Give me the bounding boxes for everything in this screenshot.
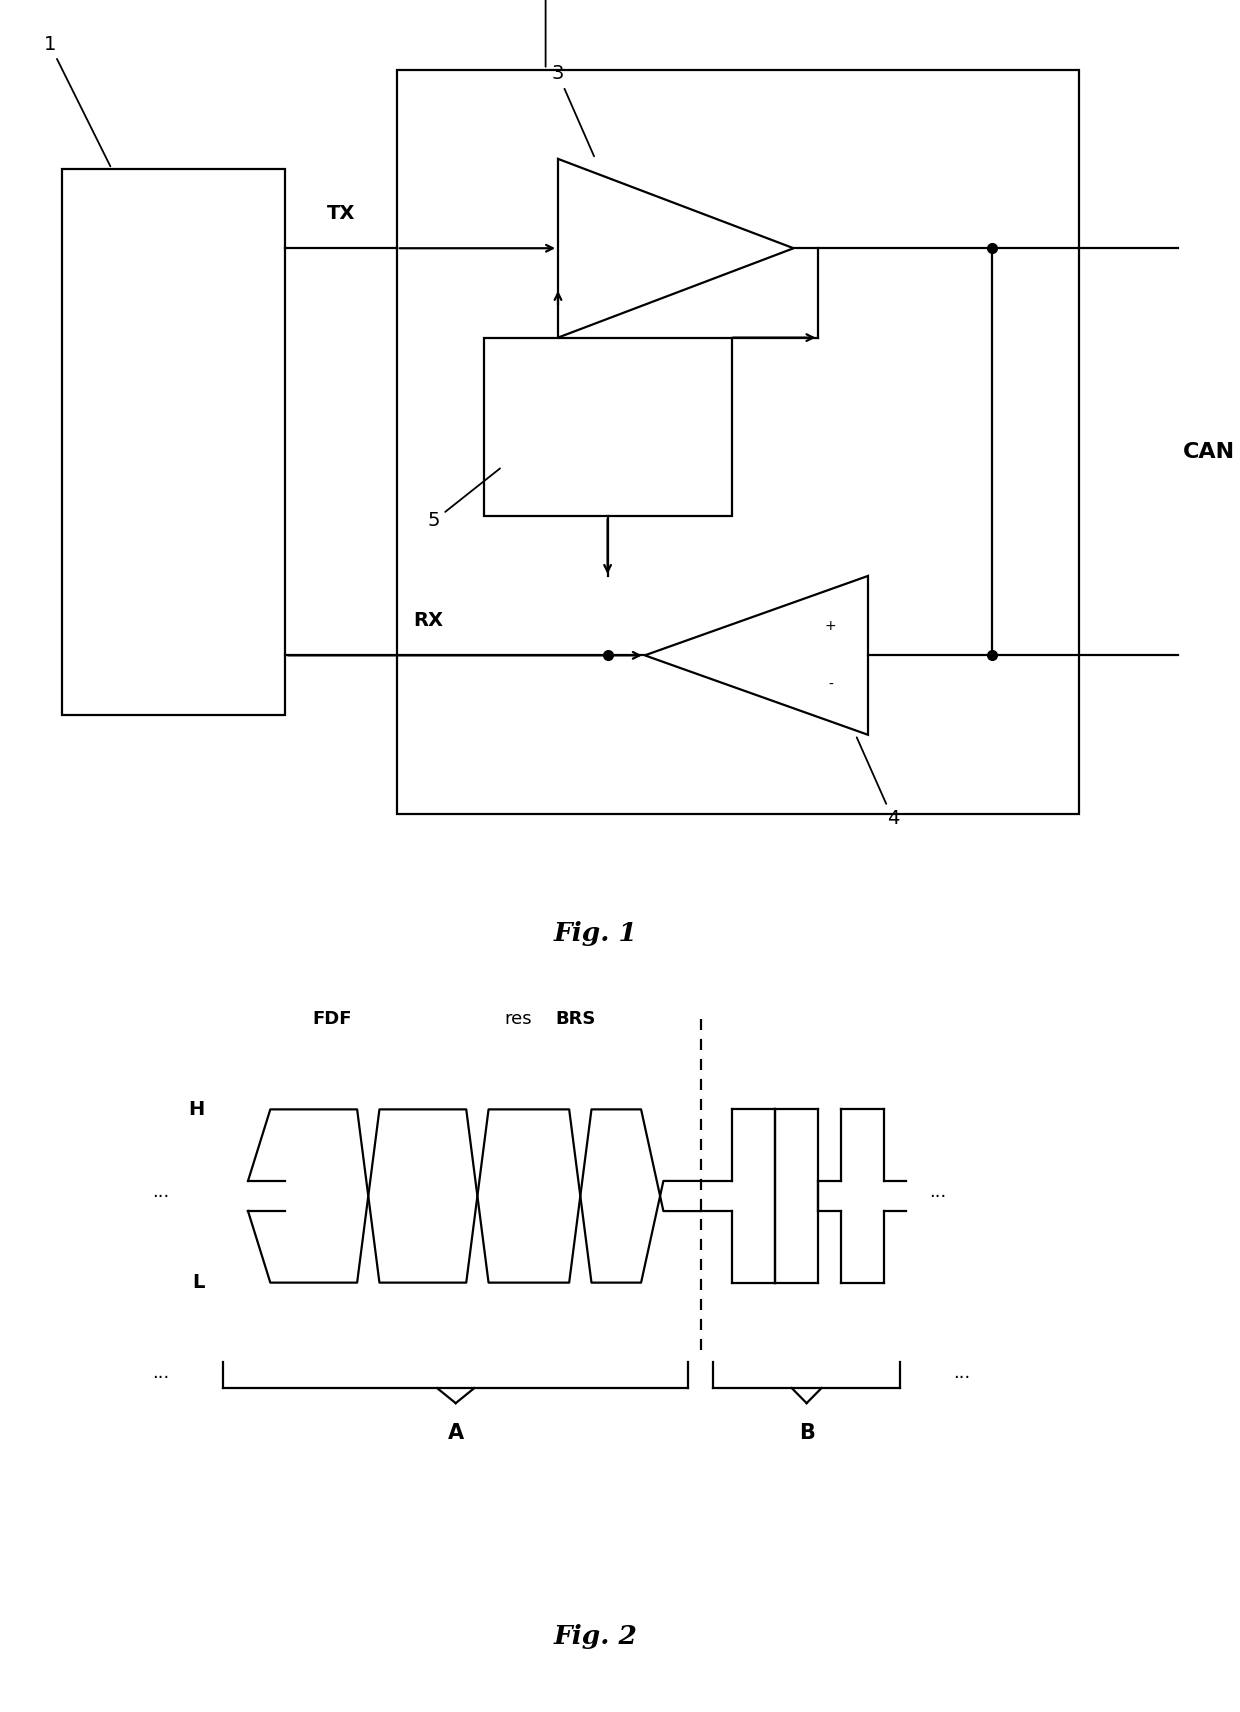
Polygon shape bbox=[645, 575, 868, 734]
Text: 3: 3 bbox=[552, 65, 594, 156]
Text: CAN: CAN bbox=[1183, 442, 1235, 462]
Bar bbox=[484, 337, 732, 517]
Text: Fig. 1: Fig. 1 bbox=[553, 921, 637, 947]
Text: -: - bbox=[828, 678, 833, 692]
Text: A: A bbox=[448, 1423, 464, 1443]
Text: +: + bbox=[825, 618, 837, 632]
Text: ...: ... bbox=[954, 1364, 971, 1382]
Bar bbox=[397, 70, 1079, 815]
Text: ...: ... bbox=[153, 1183, 170, 1202]
Text: ...: ... bbox=[929, 1183, 946, 1202]
Text: H: H bbox=[188, 1099, 205, 1120]
Text: FDF: FDF bbox=[312, 1010, 352, 1027]
Text: 4: 4 bbox=[857, 738, 899, 829]
Text: Fig. 2: Fig. 2 bbox=[553, 1625, 637, 1649]
Text: RX: RX bbox=[413, 611, 443, 630]
Text: BRS: BRS bbox=[556, 1010, 595, 1027]
Text: res: res bbox=[503, 1010, 532, 1027]
Text: 5: 5 bbox=[428, 469, 500, 531]
Text: B: B bbox=[799, 1423, 815, 1443]
Text: ...: ... bbox=[153, 1364, 170, 1382]
Text: 2: 2 bbox=[539, 0, 552, 67]
Polygon shape bbox=[558, 159, 794, 337]
Bar bbox=[62, 169, 285, 716]
Text: 1: 1 bbox=[43, 34, 110, 166]
Text: L: L bbox=[192, 1274, 205, 1293]
Text: TX: TX bbox=[327, 204, 355, 223]
